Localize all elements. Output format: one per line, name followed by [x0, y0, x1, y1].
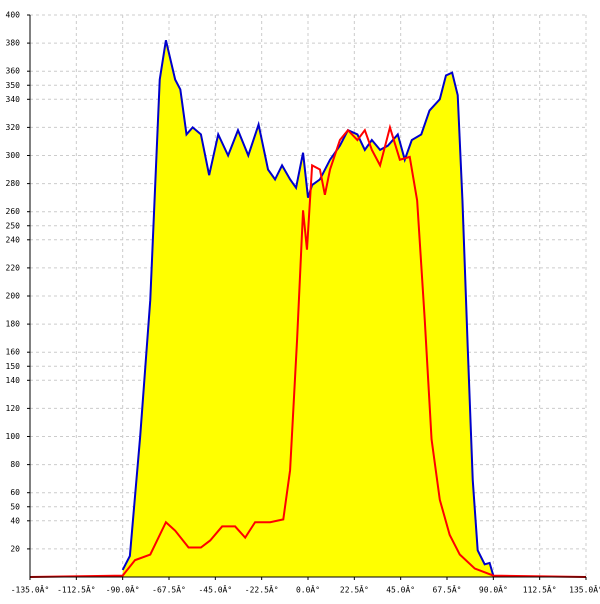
y-tick-label: 20 — [10, 544, 20, 553]
x-tick-label: -67.5Â° — [152, 584, 186, 595]
y-tick-label: 150 — [6, 362, 21, 371]
x-tick-label: -45.0Â° — [198, 584, 232, 595]
y-tick-label: 220 — [6, 263, 21, 272]
x-tick-label: 90.0Â° — [479, 584, 508, 595]
x-tick-label: 135.0Â° — [569, 584, 600, 595]
y-tick-label: 50 — [10, 502, 20, 511]
y-tick-label: 360 — [6, 67, 21, 76]
y-tick-label: 60 — [10, 488, 20, 497]
y-tick-label: 120 — [6, 404, 21, 413]
area — [122, 40, 494, 578]
y-tick-label: 80 — [10, 460, 20, 469]
y-tick-label: 400 — [6, 11, 21, 20]
line — [29, 123, 587, 578]
y-tick-label: 280 — [6, 179, 21, 188]
y-tick-label: 350 — [6, 81, 21, 90]
y-tick-label: 260 — [6, 207, 21, 216]
y-tick-label: 300 — [6, 151, 21, 160]
x-tick-label: -112.5Â° — [57, 584, 96, 595]
y-tick-label: 100 — [6, 432, 21, 441]
y-tick-label: 240 — [6, 235, 21, 244]
y-tick-label: 40 — [10, 516, 20, 525]
y-tick-label: 380 — [6, 39, 21, 48]
y-tick-label: 140 — [6, 376, 21, 385]
y-tick-label: 200 — [6, 292, 21, 301]
x-tick-label: -135.0Â° — [11, 584, 50, 595]
x-tick-label: 0.0Â° — [296, 584, 320, 595]
y-tick-label: 340 — [6, 95, 21, 104]
x-tick-label: 112.5Â° — [523, 584, 557, 595]
y-tick-label: 320 — [6, 123, 21, 132]
x-tick-label: -22.5Â° — [245, 584, 279, 595]
x-tick-label: -90.0Â° — [106, 584, 140, 595]
line — [121, 40, 495, 576]
y-tick-label: 180 — [6, 320, 21, 329]
y-tick-label: 250 — [6, 221, 21, 230]
y-tick-label: 160 — [6, 348, 21, 357]
x-tick-label: 45.0Â° — [386, 584, 415, 595]
x-tick-label: 22.5Â° — [340, 584, 369, 595]
x-tick-label: 67.5Â° — [433, 584, 462, 595]
